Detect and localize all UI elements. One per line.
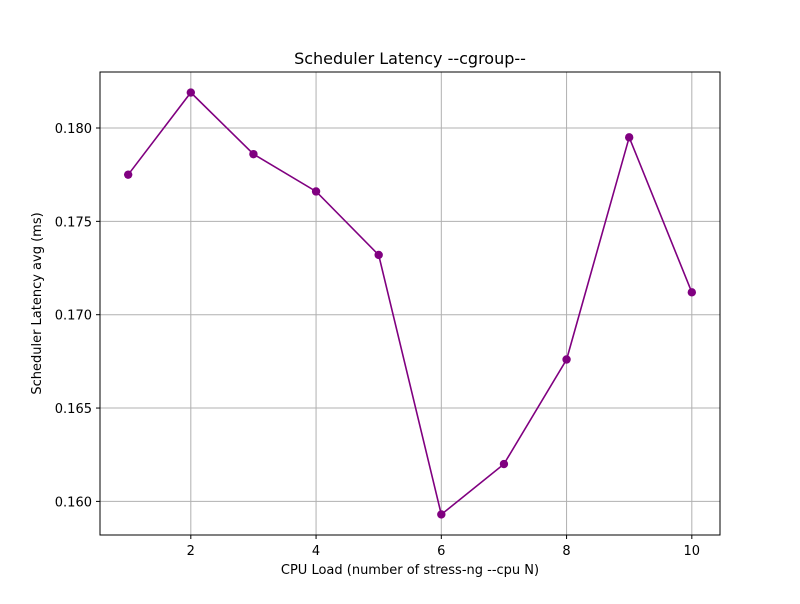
grid [100,72,720,535]
data-series [123,88,697,519]
x-tick-label: 8 [562,544,570,559]
x-tick-label: 10 [684,544,701,559]
data-point [499,459,509,469]
x-tick-label: 6 [437,544,445,559]
data-point [123,170,133,179]
y-tick-label: 0.180 [55,122,92,137]
data-point [311,187,321,196]
plot-area-frame [99,71,721,536]
chart-title: Scheduler Latency --cgroup-- [294,49,526,68]
y-tick-label: 0.170 [55,309,92,324]
data-point [687,288,697,297]
series-line [127,91,693,516]
y-axis-label: Scheduler Latency avg (ms) [30,212,45,394]
y-tick-label: 0.175 [55,215,92,230]
axis-ticks: 2 4 6 8 10 0.160 0.165 0.170 0.175 0.180 [55,122,700,559]
data-point [249,149,258,159]
x-tick-label: 2 [187,544,195,559]
y-tick-label: 0.165 [55,402,92,417]
data-point [437,510,446,519]
data-point [562,355,571,364]
data-point [374,250,383,260]
data-point [624,133,634,142]
x-tick-label: 4 [312,544,320,559]
data-point [186,88,196,97]
y-tick-label: 0.160 [55,495,92,510]
x-axis-label: CPU Load (number of stress-ng --cpu N) [281,563,539,578]
